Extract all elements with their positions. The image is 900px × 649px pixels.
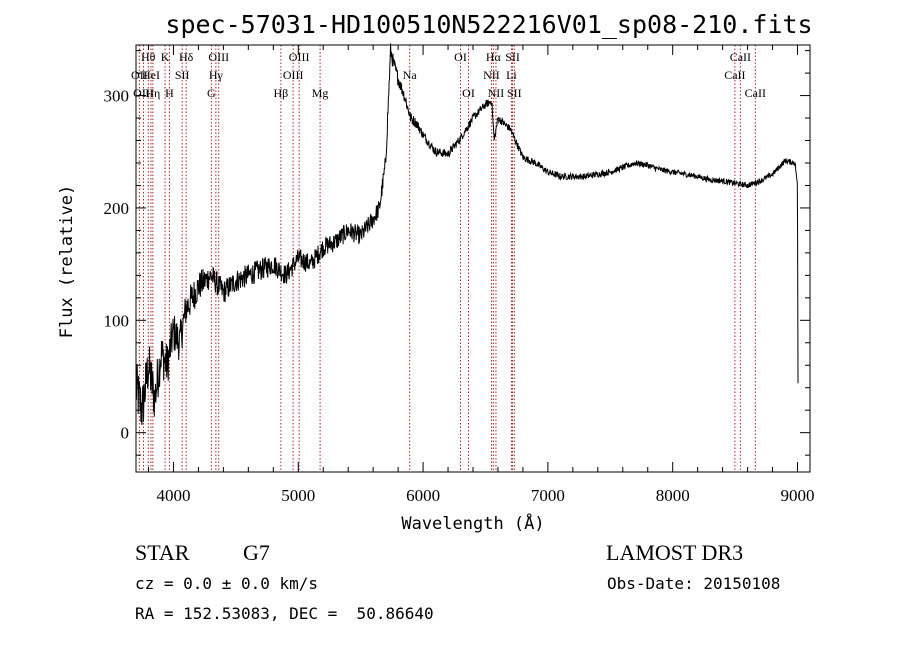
spectral-line-label: OI [454, 50, 467, 64]
spectral-line-label: NII [483, 68, 500, 82]
spectral-line-label: OIII [133, 86, 154, 100]
spectral-line-label: Hγ [209, 68, 224, 82]
spectral-line-label: Hθ [141, 50, 156, 64]
y-tick-label: 0 [121, 424, 130, 443]
redshift-value: cz = 0.0 ± 0.0 km/s [135, 574, 319, 593]
spectral-line-label: NII [488, 86, 505, 100]
obs-date: Obs-Date: 20150108 [607, 574, 781, 593]
plot-frame [135, 44, 811, 473]
object-class: STAR [135, 540, 190, 565]
x-axis-label: Wavelength (Å) [401, 512, 544, 534]
spectral-line-label: OIII [283, 68, 304, 82]
spectral-line-label: Hδ [179, 50, 194, 64]
spectral-line-label: Na [403, 68, 418, 82]
x-tick-label: 8000 [656, 486, 690, 505]
x-tick-label: 4000 [156, 486, 190, 505]
spectral-line-label: Mg [312, 86, 329, 100]
spectral-line-label: Hη [145, 86, 160, 100]
y-tick-label: 200 [104, 199, 130, 218]
spectral-line-label: H [165, 86, 174, 100]
y-tick-label: 300 [104, 87, 130, 106]
coordinates: RA = 152.53083, DEC = 50.86640 [135, 604, 434, 623]
spectrum-series-line [135, 43, 799, 425]
subclass: G7 [243, 540, 270, 565]
survey-name: LAMOST DR3 [606, 540, 744, 565]
spectral-line-label: OIII [289, 50, 310, 64]
chart-title: spec-57031-HD100510N522216V01_sp08-210.f… [165, 10, 812, 39]
spectral-line-label: SII [507, 86, 522, 100]
x-tick-label: 7000 [531, 486, 565, 505]
y-tick-label: 100 [104, 311, 130, 330]
spectral-line-label: Hα [486, 50, 502, 64]
y-axis-label: Flux (relative) [57, 185, 77, 339]
spectral-line-label: OI [462, 86, 475, 100]
x-tick-label: 6000 [406, 486, 440, 505]
spectral-line-label: HeI [142, 68, 160, 82]
x-tick-label: 5000 [281, 486, 315, 505]
spectral-line-label: Li [506, 68, 517, 82]
spectral-line-label: Hβ [274, 86, 289, 100]
spectral-line-label: OIII [208, 50, 229, 64]
spectral-line-label: CaII [745, 86, 766, 100]
spectral-line-label: SII [175, 68, 190, 82]
spectral-line-label: SII [505, 50, 520, 64]
spectral-line-label: CaII [724, 68, 745, 82]
spectral-line-label: CaII [730, 50, 751, 64]
spectral-line-label: G [207, 86, 216, 100]
x-tick-label: 9000 [781, 486, 815, 505]
spectral-line-label: K [161, 50, 170, 64]
spectral-line-label: OII [131, 68, 148, 82]
